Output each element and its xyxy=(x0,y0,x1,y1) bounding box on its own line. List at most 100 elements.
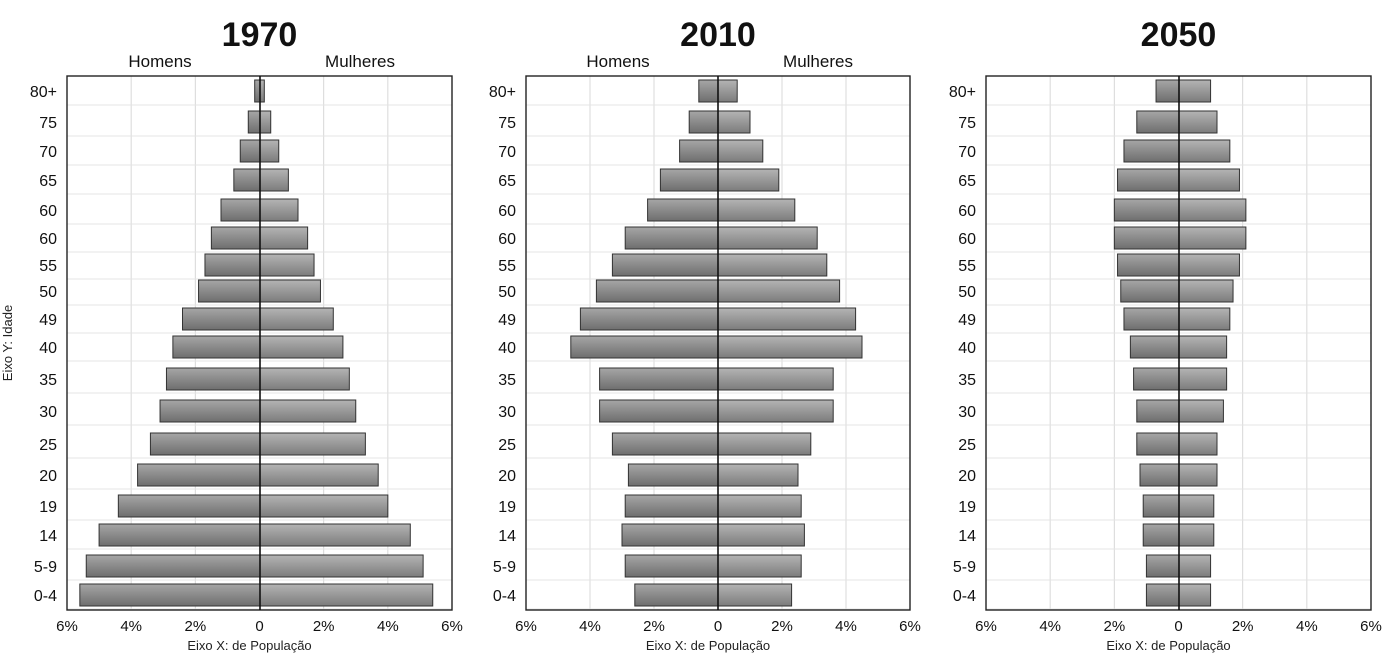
bar-men-20 xyxy=(1139,463,1180,487)
bar-women-14 xyxy=(1178,523,1215,547)
y-tick-label: 60 xyxy=(958,231,976,248)
x-tick-label: 2% xyxy=(313,618,335,635)
y-tick-label: 49 xyxy=(498,312,516,329)
bar-men-50 xyxy=(595,279,719,303)
x-tick-label: 4% xyxy=(377,618,399,635)
men-label: Homens xyxy=(128,52,191,71)
y-tick-label: 75 xyxy=(498,115,516,132)
bar-men-0-4 xyxy=(634,583,719,607)
bar-men-60 xyxy=(1113,226,1180,250)
bar-women-70 xyxy=(1178,139,1231,163)
bar-men-70 xyxy=(679,139,719,163)
bar-women-30 xyxy=(259,399,357,423)
x-tick-label: 2% xyxy=(1232,618,1254,635)
y-tick-label: 14 xyxy=(498,528,516,545)
y-tick-label: 50 xyxy=(39,284,57,301)
bar-men-60 xyxy=(210,226,261,250)
bar-men-60 xyxy=(220,198,261,222)
y-tick-label: 0-4 xyxy=(34,588,57,605)
bar-men-75 xyxy=(688,110,719,134)
x-axis-label: Eixo X: de População xyxy=(187,638,311,653)
bar-men-19 xyxy=(117,494,261,518)
y-tick-label: 25 xyxy=(958,437,976,454)
bar-women-40 xyxy=(259,335,344,359)
bar-women-5-9 xyxy=(259,554,424,578)
bar-women-70 xyxy=(717,139,764,163)
bar-women-70 xyxy=(259,139,280,163)
x-tick-label: 4% xyxy=(835,618,857,635)
x-tick-label: 6% xyxy=(515,618,537,635)
y-tick-label: 5-9 xyxy=(953,559,976,576)
bar-men-60 xyxy=(1113,198,1180,222)
y-tick-label: 65 xyxy=(498,173,516,190)
y-tick-label: 70 xyxy=(958,144,976,161)
bar-women-35 xyxy=(259,367,350,391)
x-tick-label: 4% xyxy=(579,618,601,635)
bar-women-55 xyxy=(717,253,828,277)
y-tick-label: 30 xyxy=(498,404,516,421)
bar-women-19 xyxy=(717,494,802,518)
y-tick-label: 60 xyxy=(39,203,57,220)
bar-men-5-9 xyxy=(85,554,261,578)
bar-men-35 xyxy=(165,367,261,391)
y-tick-label: 60 xyxy=(498,231,516,248)
bar-women-65 xyxy=(259,168,289,192)
bar-men-14 xyxy=(621,523,719,547)
bar-women-0-4 xyxy=(259,583,434,607)
y-tick-label: 35 xyxy=(958,372,976,389)
bar-men-20 xyxy=(627,463,719,487)
bar-women-60 xyxy=(1178,226,1247,250)
bar-women-25 xyxy=(717,432,812,456)
chart-title: 2010 xyxy=(680,16,756,54)
bar-men-49 xyxy=(579,307,719,331)
y-tick-label: 75 xyxy=(958,115,976,132)
x-tick-label: 6% xyxy=(975,618,997,635)
bar-women-49 xyxy=(717,307,857,331)
y-tick-label: 5-9 xyxy=(493,559,516,576)
bar-men-49 xyxy=(182,307,261,331)
bar-men-49 xyxy=(1123,307,1180,331)
women-label: Mulheres xyxy=(783,52,853,71)
y-tick-label: 14 xyxy=(39,528,57,545)
bar-women-35 xyxy=(717,367,834,391)
bar-men-25 xyxy=(1136,432,1180,456)
y-tick-label: 19 xyxy=(958,499,976,516)
y-tick-label: 30 xyxy=(958,404,976,421)
bar-men-40 xyxy=(172,335,261,359)
y-tick-label: 0-4 xyxy=(953,588,976,605)
y-tick-label: 5-9 xyxy=(34,559,57,576)
bar-women-60 xyxy=(259,198,299,222)
bar-women-65 xyxy=(1178,168,1240,192)
bar-women-25 xyxy=(1178,432,1218,456)
bar-women-40 xyxy=(1178,335,1228,359)
y-tick-label: 55 xyxy=(498,258,516,275)
pyramid-chart-1970: 1970 Homens Mulheres 0-4 5-9 14 19 20 25 30 35 40 49… xyxy=(0,16,463,653)
y-tick-label: 60 xyxy=(958,203,976,220)
women-label: Mulheres xyxy=(325,52,395,71)
bar-men-55 xyxy=(1117,253,1180,277)
bar-men-14 xyxy=(1142,523,1180,547)
y-tick-label: 80+ xyxy=(30,84,57,101)
y-tick-label: 50 xyxy=(498,284,516,301)
bar-men-40 xyxy=(570,335,719,359)
bar-women-60 xyxy=(717,198,796,222)
bar-women-20 xyxy=(717,463,799,487)
bar-women-80+ xyxy=(1178,79,1212,103)
bar-women-5-9 xyxy=(1178,554,1212,578)
bar-women-14 xyxy=(717,523,805,547)
bar-men-80+ xyxy=(1155,79,1180,103)
bar-men-30 xyxy=(599,399,719,423)
x-tick-label: 4% xyxy=(1296,618,1318,635)
y-tick-label: 55 xyxy=(958,258,976,275)
bar-women-55 xyxy=(259,253,315,277)
y-tick-label: 80+ xyxy=(489,84,516,101)
y-tick-label: 55 xyxy=(39,258,57,275)
y-tick-label: 35 xyxy=(498,372,516,389)
bar-men-19 xyxy=(1142,494,1180,518)
y-tick-label: 20 xyxy=(498,468,516,485)
bar-women-60 xyxy=(1178,198,1247,222)
y-tick-label: 75 xyxy=(39,115,57,132)
bar-men-25 xyxy=(149,432,261,456)
bar-men-20 xyxy=(137,463,261,487)
bar-women-14 xyxy=(259,523,411,547)
